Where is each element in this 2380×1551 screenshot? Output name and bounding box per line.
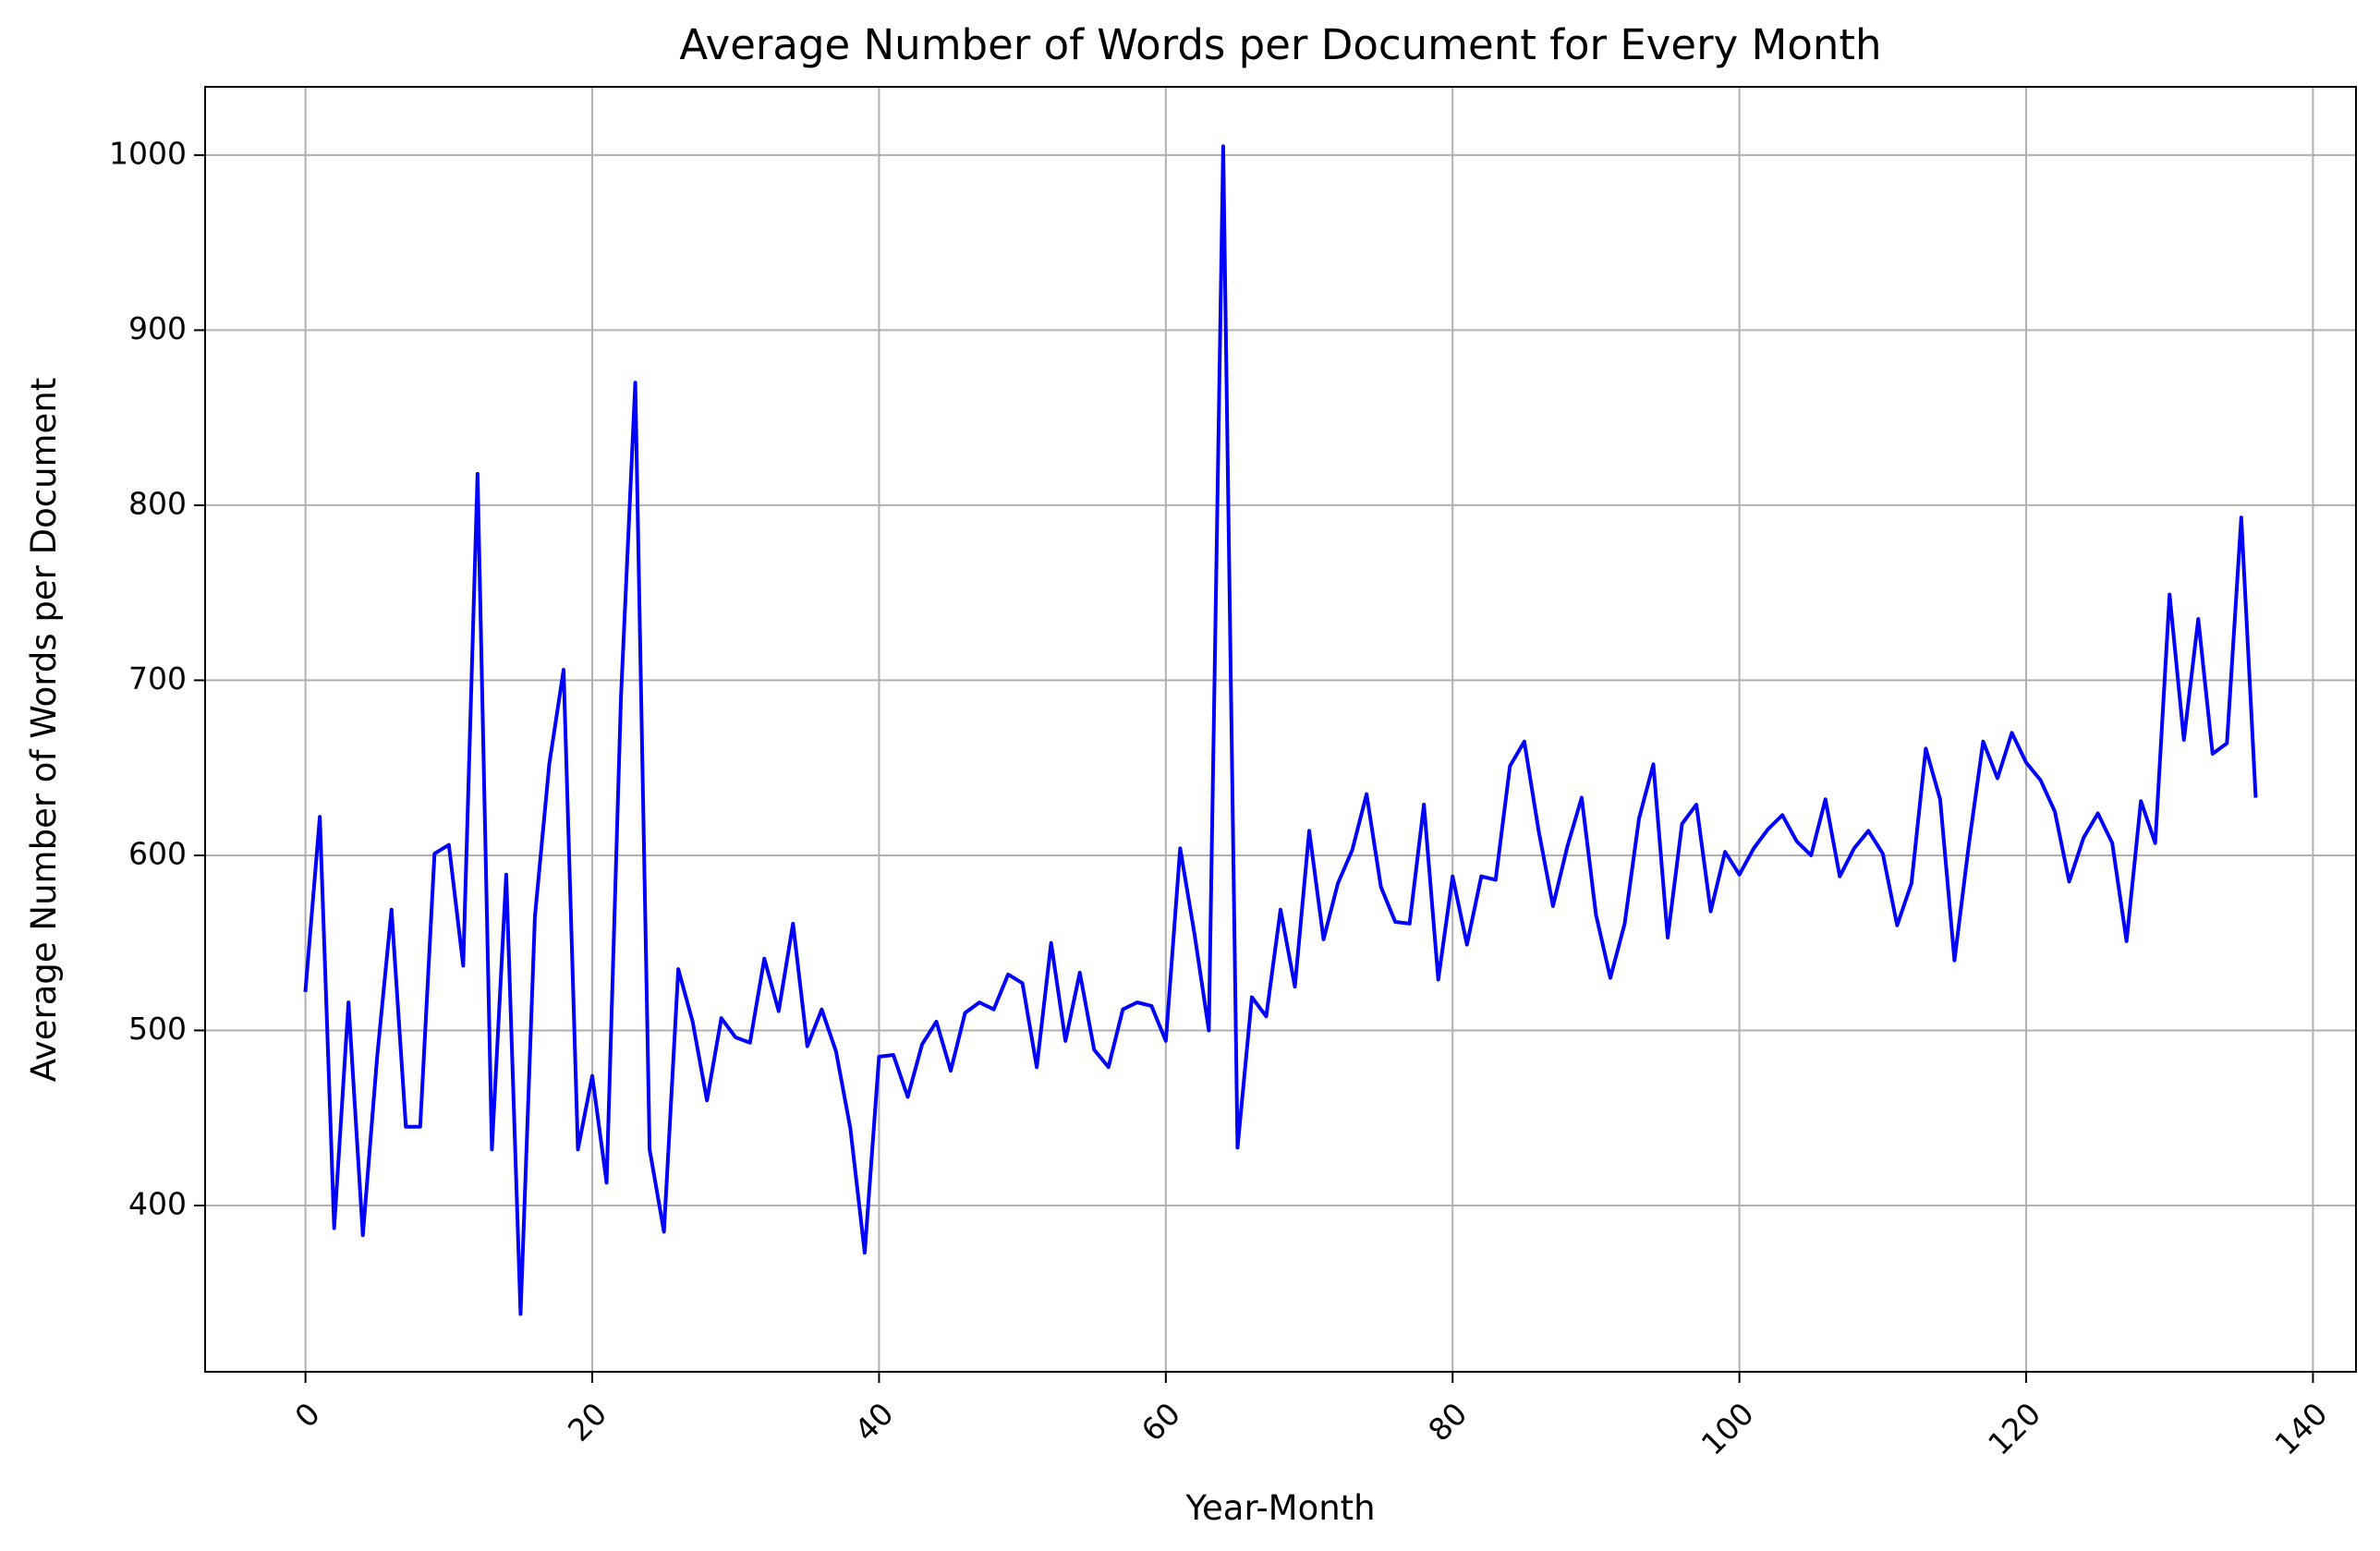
x-tick-label: 80 (1421, 1396, 1474, 1448)
grid-lines (205, 87, 2356, 1372)
x-tick-label: 140 (2268, 1396, 2335, 1462)
y-axis-ticks: 400 500 600 700 800 900 1000 (109, 135, 205, 1221)
x-tick-label: 120 (1981, 1396, 2047, 1462)
y-axis-label: Average Number of Words per Document (24, 378, 64, 1083)
y-tick-label: 900 (128, 310, 187, 346)
x-tick-label: 20 (561, 1396, 613, 1448)
series-layer (303, 144, 2258, 1316)
y-tick-label: 600 (128, 835, 187, 871)
x-tick-label: 40 (847, 1396, 900, 1448)
y-tick-label: 500 (128, 1011, 187, 1047)
y-tick-label: 400 (128, 1185, 187, 1221)
x-tick-label: 60 (1135, 1396, 1187, 1448)
plot-frame (204, 86, 2357, 1373)
series-line (303, 144, 2258, 1316)
y-tick-label: 700 (128, 660, 187, 697)
x-axis-label: Year-Month (1184, 1488, 1375, 1528)
y-tick-label: 1000 (109, 135, 187, 171)
x-tick-label: 100 (1694, 1396, 1761, 1462)
y-tick-label: 800 (128, 485, 187, 521)
x-axis-ticks: 0 20 40 60 80 100 120 140 (287, 1372, 2335, 1462)
chart-title: Average Number of Words per Document for… (679, 20, 1881, 69)
x-tick-label: 0 (287, 1396, 326, 1435)
